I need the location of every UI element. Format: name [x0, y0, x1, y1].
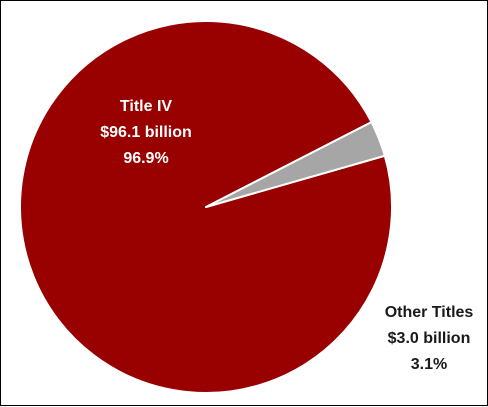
label-title-iv-percent: 96.9% [123, 150, 168, 167]
pie-slices [19, 19, 393, 394]
pie-slice-other-titles [205, 121, 386, 208]
label-other-titles-percent: 3.1% [411, 356, 447, 373]
label-other-titles-name: Other Titles [385, 304, 474, 321]
label-title-iv-name: Title IV [120, 98, 172, 115]
label-other-titles-amount: $3.0 billion [388, 330, 471, 347]
label-title-iv: Title IV $96.1 billion 96.9% [100, 98, 192, 167]
label-other-titles: Other Titles $3.0 billion 3.1% [385, 304, 474, 373]
label-title-iv-amount: $96.1 billion [100, 124, 192, 141]
